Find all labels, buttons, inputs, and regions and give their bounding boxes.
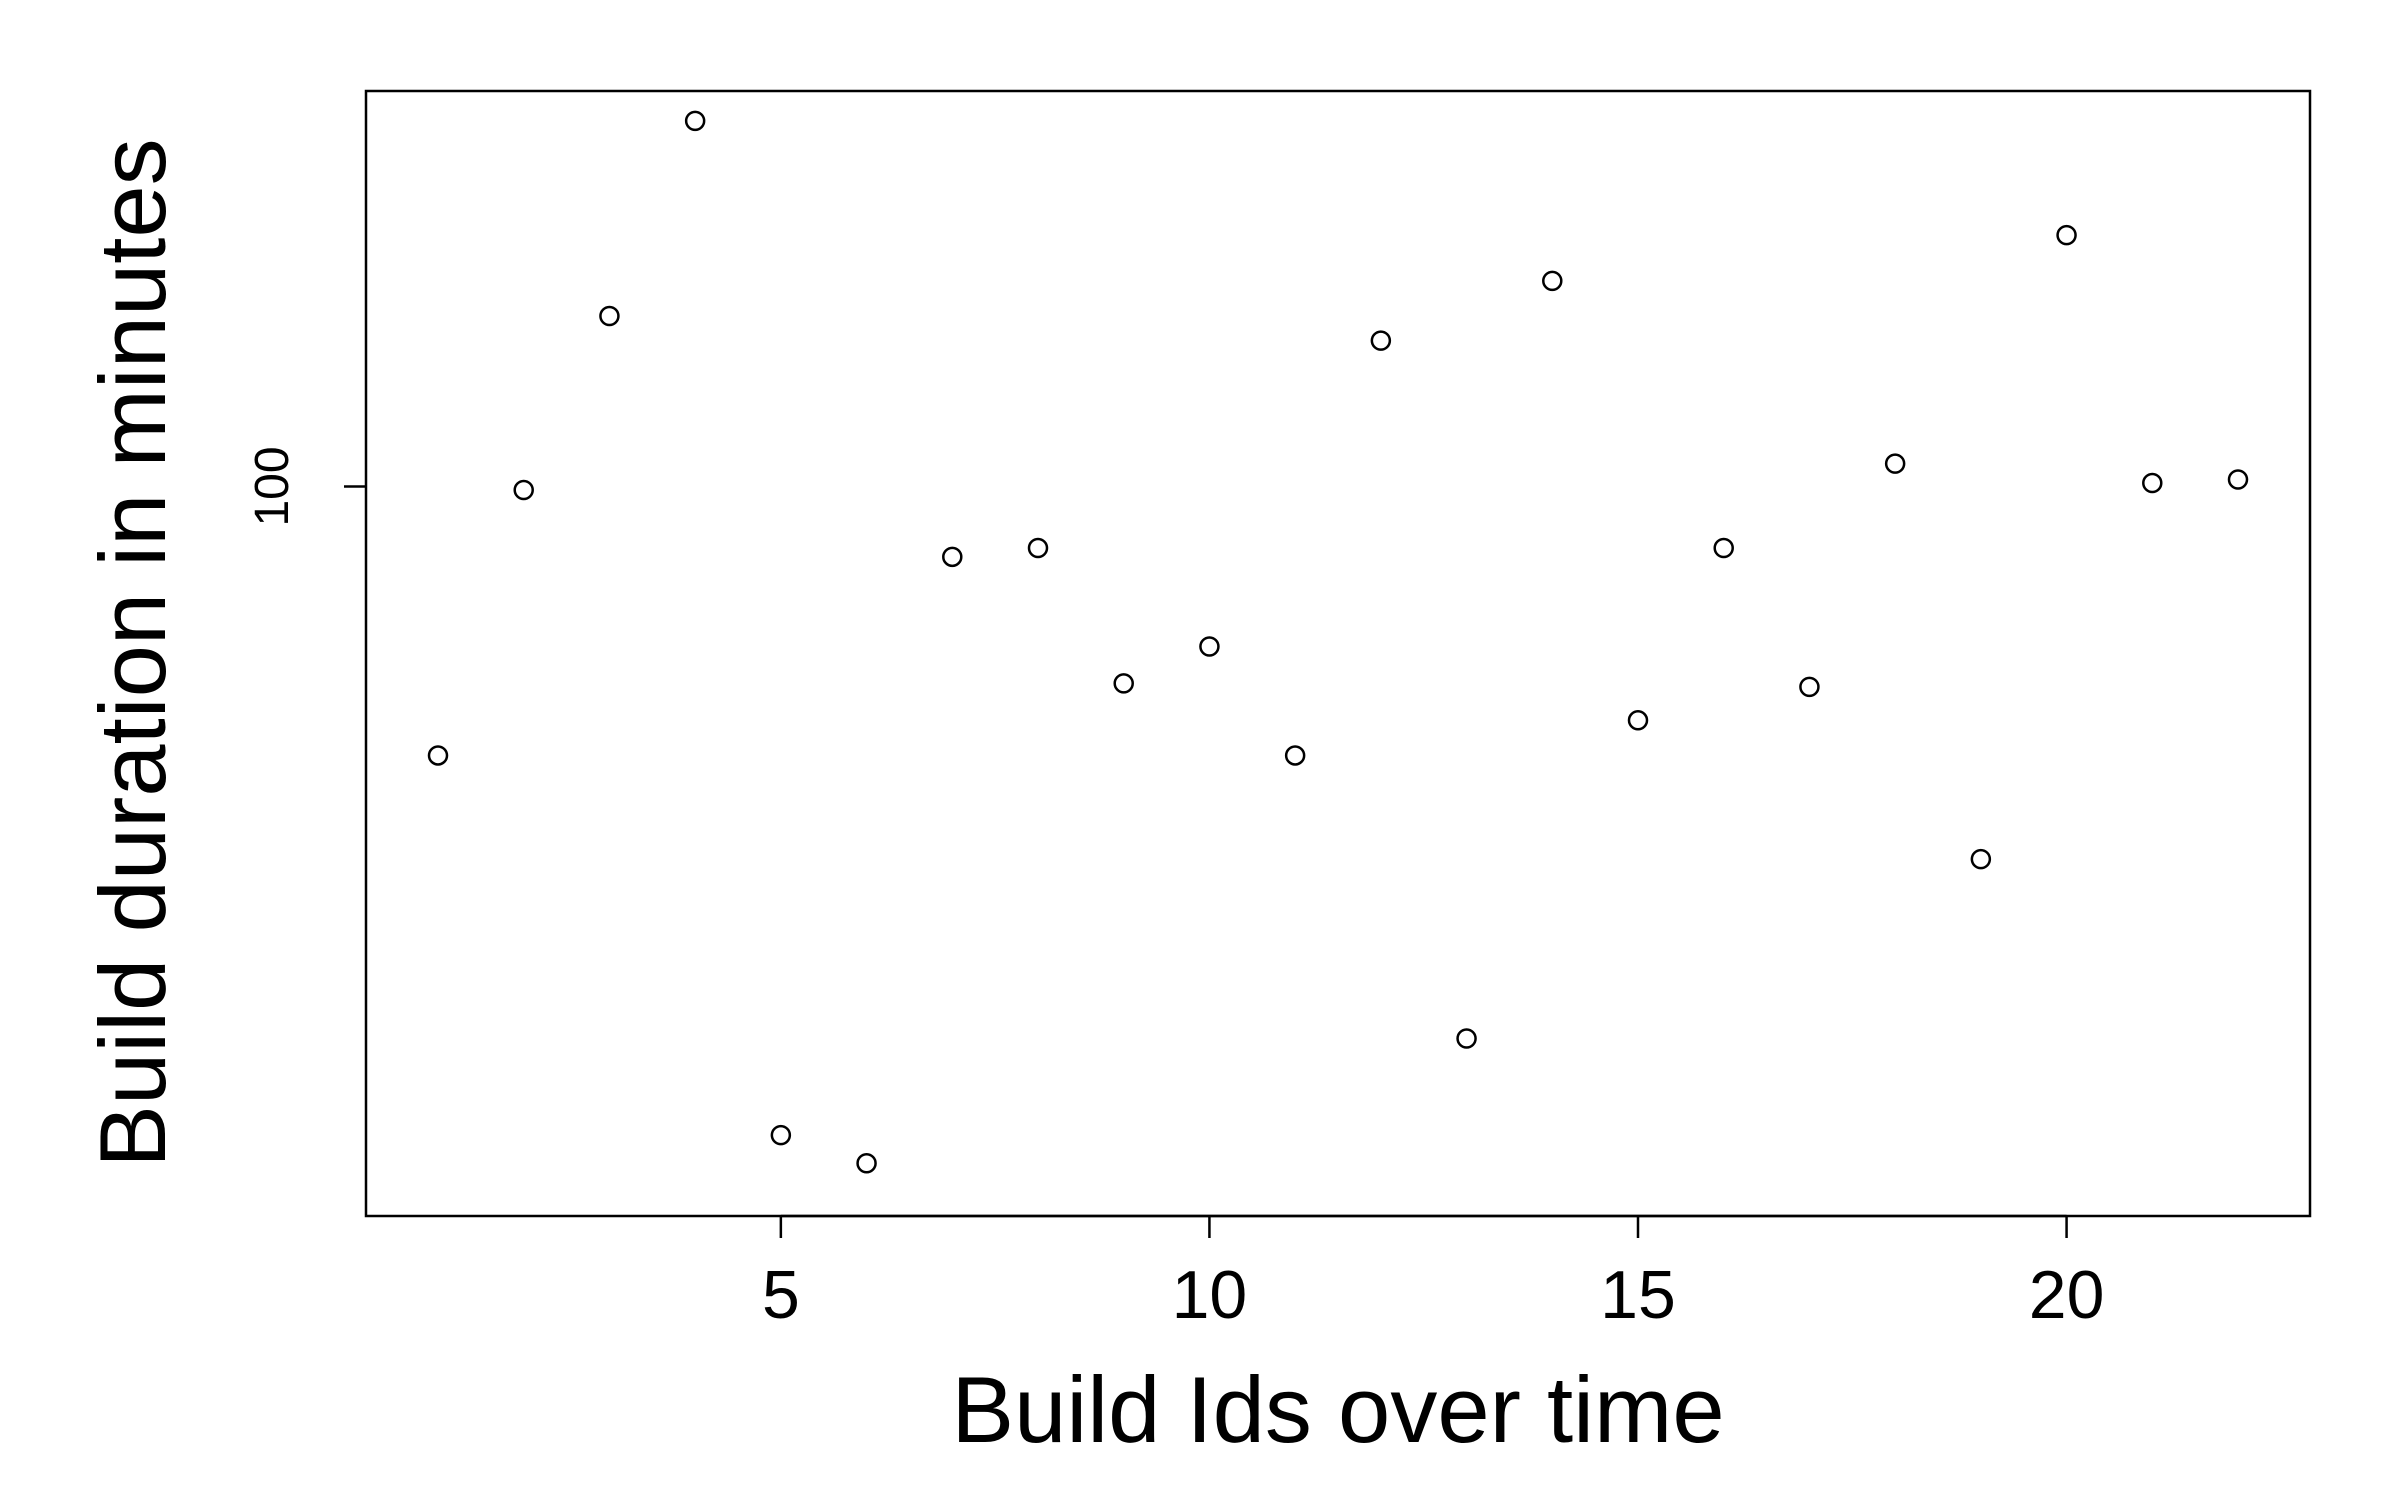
data-point [942, 546, 963, 568]
data-point [1799, 676, 1820, 698]
data-point [1456, 1028, 1477, 1049]
x-tick-label: 15 [1600, 1257, 1676, 1333]
data-points [427, 110, 2249, 1174]
y-tick-label: 100 [246, 446, 299, 526]
data-point [684, 110, 706, 132]
data-point [599, 305, 620, 327]
plot-frame [364, 89, 2312, 1218]
data-point [856, 1153, 877, 1174]
y-axis: 100 [246, 446, 366, 527]
data-point [1542, 270, 1563, 292]
data-point [513, 479, 534, 501]
data-point [1627, 710, 1649, 731]
x-axis-label: Build Ids over time [951, 1357, 1724, 1462]
data-point [1713, 537, 1734, 559]
x-tick-label: 10 [1172, 1257, 1248, 1333]
x-tick-label: 20 [2029, 1257, 2105, 1333]
data-point [2227, 469, 2249, 490]
data-point [1199, 636, 1220, 657]
data-point [1027, 537, 1049, 559]
data-point [1113, 673, 1134, 694]
x-axis: 5 10 15 20 [762, 1214, 2105, 1333]
data-point [2142, 472, 2163, 494]
data-point [1884, 453, 1906, 474]
x-tick-label: 5 [762, 1257, 800, 1333]
data-point [427, 745, 449, 766]
data-point [1370, 330, 1392, 351]
data-point [770, 1124, 792, 1146]
data-point [1284, 745, 1306, 766]
y-axis-label: Build duration in minutes [80, 138, 185, 1167]
data-point [2056, 224, 2077, 246]
data-point [1970, 848, 1992, 870]
